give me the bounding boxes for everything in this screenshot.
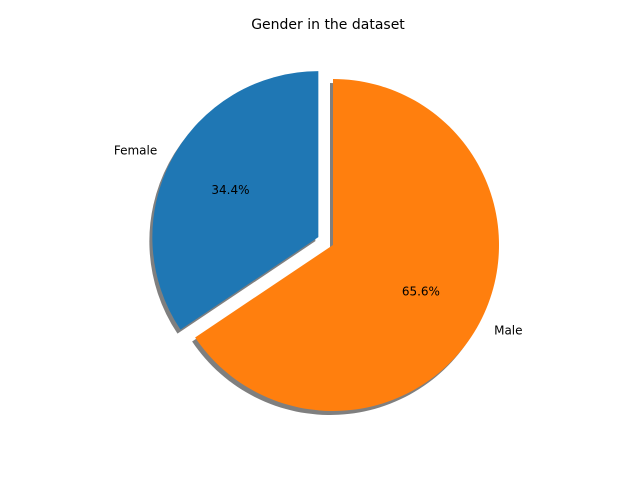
slice-female bbox=[152, 71, 319, 330]
slices bbox=[152, 71, 499, 411]
chart-title: Gender in the dataset bbox=[251, 17, 405, 33]
slice-percent-female: 34.4% bbox=[211, 183, 249, 197]
slice-label-male: Male bbox=[494, 323, 522, 337]
slice-labels: Female 34.4% Male 65.6% bbox=[114, 144, 523, 338]
slice-label-female: Female bbox=[114, 144, 157, 158]
slice-percent-male: 65.6% bbox=[402, 284, 440, 298]
slice-male bbox=[195, 79, 499, 411]
